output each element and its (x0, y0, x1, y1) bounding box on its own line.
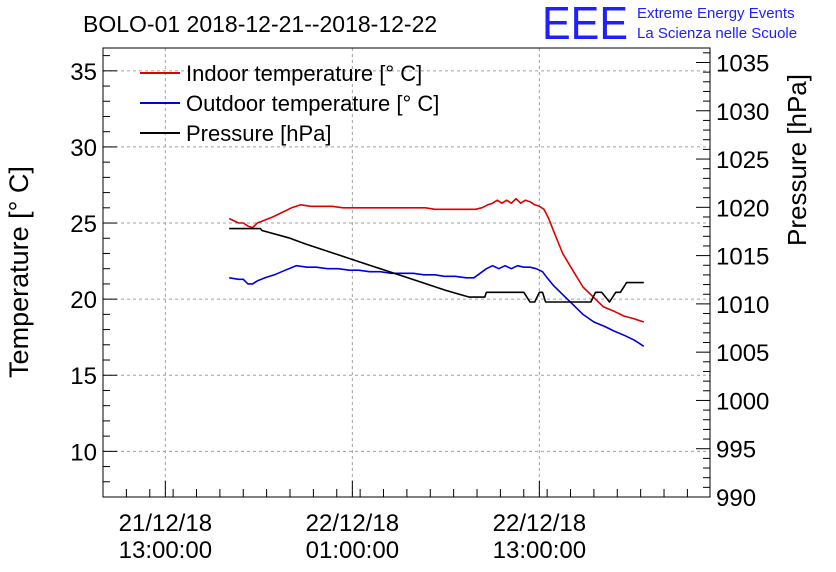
y2-tick-label: 1025 (716, 147, 769, 174)
logo-line-2: La Scienza nelle Scuole (637, 25, 797, 42)
series-line-3 (229, 227, 644, 303)
x-tick-time: 01:00:00 (306, 537, 399, 564)
y2-tick-label: 995 (716, 437, 756, 464)
logo-line-1: Extreme Energy Events (637, 5, 795, 22)
x-tick-date: 22/12/18 (493, 510, 586, 537)
y2-tick-label: 1010 (716, 292, 769, 319)
series-line-2 (229, 264, 645, 347)
series-line-1 (228, 197, 645, 323)
eee-logo: EEE Extreme Energy Events La Scienza nel… (542, 0, 797, 49)
y2-tick-label: 1020 (716, 195, 769, 222)
eee-logo-mark: EEE (542, 0, 628, 49)
chart-title: BOLO-01 2018-12-21--2018-12-22 (83, 11, 437, 37)
axes: 1015202530359909951000100510101015102010… (70, 50, 769, 564)
x-tick-date: 22/12/18 (306, 510, 399, 537)
legend-label: Pressure [hPa] (186, 121, 332, 146)
legend-label: Indoor temperature [° C] (186, 61, 422, 86)
y-tick-label: 35 (70, 59, 97, 86)
grid (103, 48, 710, 497)
legend-label: Outdoor temperature [° C] (186, 91, 439, 116)
x-tick-time: 13:00:00 (119, 537, 212, 564)
y-tick-label: 25 (70, 211, 97, 238)
y2-tick-label: 1030 (716, 99, 769, 126)
x-tick-date: 21/12/18 (119, 510, 212, 537)
series-layer (228, 197, 645, 347)
y-axis-label: Temperature [° C] (4, 166, 34, 378)
y2-tick-label: 990 (716, 485, 756, 512)
y-tick-label: 20 (70, 287, 97, 314)
y-tick-label: 15 (70, 363, 97, 390)
y-tick-label: 10 (70, 439, 97, 466)
y2-axis-label: Pressure [hPa] (782, 74, 812, 246)
x-tick-time: 13:00:00 (493, 537, 586, 564)
y2-tick-label: 1005 (716, 340, 769, 367)
y2-tick-label: 1015 (716, 244, 769, 271)
legend: Indoor temperature [° C] Outdoor temperat… (140, 61, 439, 146)
y-tick-label: 30 (70, 135, 97, 162)
y2-tick-label: 1035 (716, 50, 769, 77)
y2-tick-label: 1000 (716, 388, 769, 415)
